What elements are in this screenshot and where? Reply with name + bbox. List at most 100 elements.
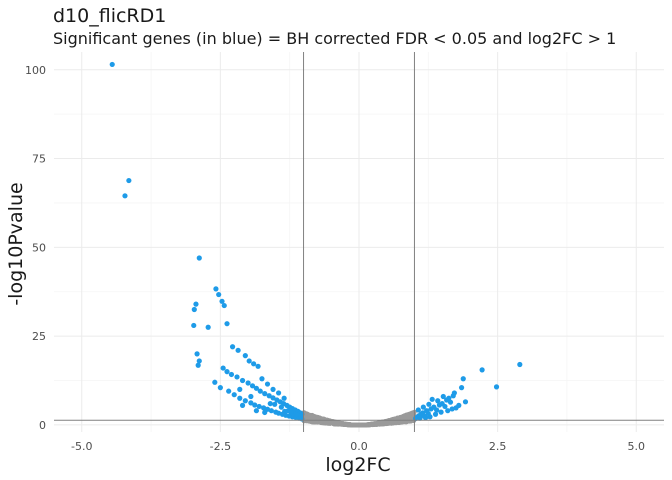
significant-point [268,408,274,414]
y-tick-label: 0 [39,419,46,432]
significant-point [460,376,466,382]
significant-point [438,409,444,415]
x-tick-label: -5.0 [71,440,92,453]
significant-point [229,344,236,350]
non-significant-point [369,422,375,428]
y-tick-label: 25 [32,330,46,343]
significant-point [262,409,268,416]
non-significant-point [402,413,407,418]
significant-point [429,396,435,402]
significant-point [451,390,457,396]
significant-point [253,385,260,391]
significant-point [270,395,276,401]
significant-point [239,377,246,384]
non-significant-point [303,412,308,417]
significant-point [282,408,288,415]
significant-point [221,302,227,309]
significant-point [420,404,426,410]
non-significant-point [341,421,346,427]
significant-point [248,400,254,406]
significant-point [231,392,237,398]
grid [54,52,664,432]
significant-point [267,400,273,407]
significant-point [191,306,197,313]
non-significant-point [380,420,386,426]
non-significant-point [332,420,337,426]
significant-point [122,193,128,199]
significant-point [462,399,469,405]
significant-point [422,415,429,421]
significant-point [242,353,248,359]
significant-point [217,385,223,391]
significant-point [458,385,465,391]
x-tick-label: 5.0 [628,440,646,453]
significant-point [255,363,261,369]
significant-point [266,393,272,399]
x-tick-label: 2.5 [489,440,507,453]
significant-point [288,409,294,416]
chart-subtitle: Significant genes (in blue) = BH correct… [53,29,616,48]
reference-lines [54,52,664,432]
significant-point [251,361,257,367]
y-tick-label: 50 [32,241,46,254]
significant-point [248,393,254,400]
significant-point [426,401,432,407]
non-significant-point [376,421,381,427]
significant-point [235,347,241,353]
significant-point [432,411,439,417]
significant-point [126,177,132,184]
significant-point [196,255,202,261]
significant-point [242,398,248,404]
significant-point [212,379,218,385]
significant-point [205,324,211,330]
significant-point [434,407,440,413]
significant-point [220,365,226,371]
significant-point [272,401,278,407]
significant-point [224,369,230,375]
significant-point [224,321,230,327]
x-tick-label: 0.0 [350,440,368,453]
non-significant-point [353,422,359,428]
significant-point [493,384,500,390]
significant-point [270,386,276,392]
significant-point [228,371,235,378]
significant-point [252,402,258,408]
significant-point [191,322,197,329]
significant-point [442,403,448,410]
significant-point [278,404,284,410]
y-axis-title: -log10Pvalue [5,182,27,305]
x-axis-title: log2FC [325,454,390,476]
significant-point [213,286,219,292]
non-significant-point [386,421,391,426]
significant-point [239,402,246,408]
significant-point [253,408,260,414]
significant-point [298,413,304,419]
non-significant-point [358,422,364,428]
significant-point [195,362,201,368]
significant-point [259,376,265,382]
x-axis-ticks: -5.0 -2.5 0.0 2.5 5.0 [71,440,645,453]
significant-point [262,391,268,397]
significant-point [445,408,451,414]
significant-point [237,386,243,392]
non-significant-point [392,418,398,424]
significant-point [440,393,446,400]
significant-point [479,367,485,373]
significant-point [246,358,252,364]
y-tick-label: 75 [32,153,46,166]
significant-point [237,395,243,401]
non-significant-points [301,409,417,428]
significant-points [109,61,523,422]
significant-point [249,383,256,389]
non-significant-point [307,415,312,420]
significant-point [446,395,452,401]
significant-point [427,414,433,420]
significant-point [109,61,115,68]
significant-point [257,388,263,394]
significant-point [194,351,200,357]
significant-point [449,406,455,412]
significant-point [517,361,523,368]
chart-title: d10_flicRD1 [53,5,166,27]
significant-point [234,374,240,380]
